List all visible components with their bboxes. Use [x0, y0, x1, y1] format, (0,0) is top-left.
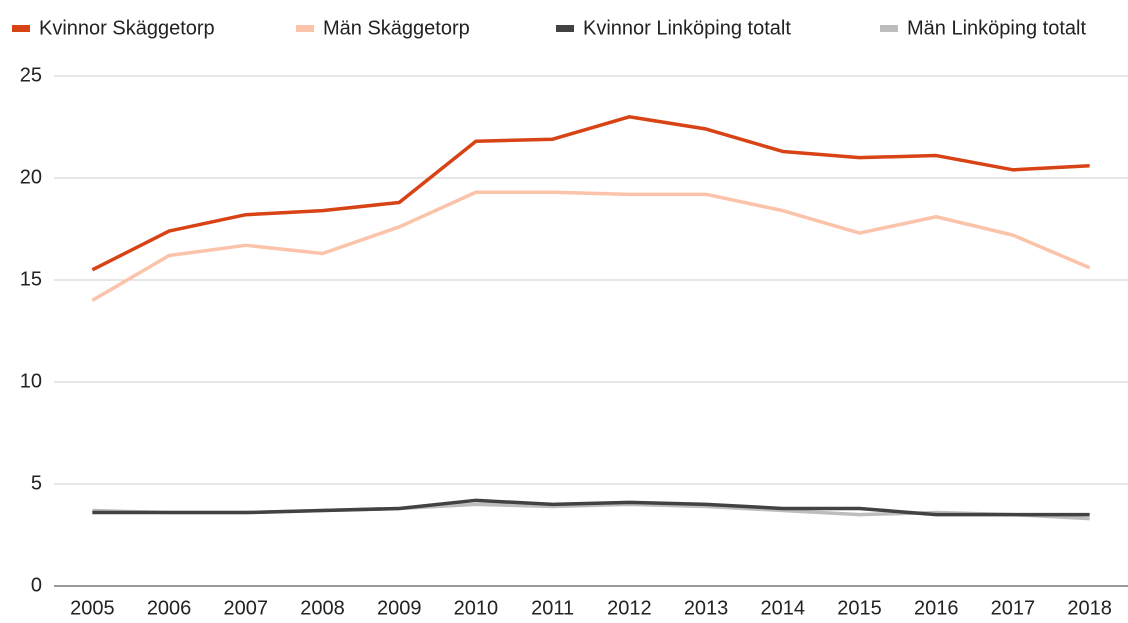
x-tick-label: 2005 [70, 597, 115, 618]
legend-swatch [556, 25, 574, 32]
legend-label: Kvinnor Linköping totalt [583, 17, 791, 39]
legend-label: Män Skäggetorp [323, 17, 470, 39]
y-tick-label: 0 [31, 574, 42, 596]
x-tick-label: 2015 [837, 597, 882, 618]
legend-swatch [12, 25, 30, 32]
x-tick-label: 2014 [761, 597, 806, 618]
series-line [92, 498, 1090, 517]
x-tick-label: 2011 [531, 597, 574, 618]
x-tick-label: 2013 [684, 597, 729, 618]
legend-swatch [880, 25, 898, 32]
y-tick-label: 10 [20, 370, 42, 392]
x-tick-label: 2010 [454, 597, 499, 618]
x-tick-label: 2009 [377, 597, 422, 618]
y-tick-label: 5 [31, 472, 42, 494]
x-tick-label: 2008 [300, 597, 345, 618]
series-line [91, 115, 1090, 272]
x-tick-label: 2017 [991, 597, 1036, 618]
x-tick-label: 2012 [607, 597, 652, 618]
x-tick-label: 2016 [914, 597, 959, 618]
series-line [91, 190, 1091, 302]
legend-label: Män Linköping totalt [907, 17, 1086, 39]
x-tick-label: 2006 [147, 597, 192, 618]
y-tick-label: 20 [20, 166, 42, 188]
y-tick-label: 15 [20, 268, 42, 290]
legend-swatch [296, 25, 314, 32]
x-tick-label: 2018 [1067, 597, 1112, 618]
legend-label: Kvinnor Skäggetorp [39, 17, 215, 39]
x-tick-label: 2007 [224, 597, 269, 618]
y-tick-label: 25 [20, 64, 42, 86]
